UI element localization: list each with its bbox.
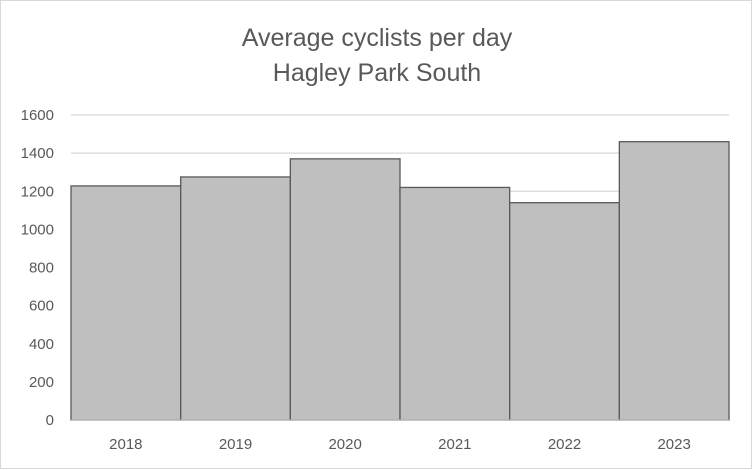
y-tick-label: 0 — [46, 412, 54, 429]
y-tick-label: 1200 — [21, 183, 54, 200]
x-tick-label: 2022 — [548, 436, 581, 453]
bar-2022 — [509, 202, 620, 421]
x-tick-label: 2019 — [219, 436, 252, 453]
bars — [70, 141, 730, 421]
y-tick-label: 1000 — [21, 221, 54, 238]
x-axis-ticks: 2018 2019 2020 2021 2022 2023 — [109, 436, 691, 453]
y-axis-ticks: 0 200 400 600 800 1000 1200 1400 1600 — [21, 107, 54, 429]
y-tick-label: 1400 — [21, 145, 54, 162]
x-tick-label: 2021 — [438, 436, 471, 453]
y-tick-label: 400 — [29, 336, 54, 353]
chart-title: Average cyclists per day — [242, 24, 513, 52]
chart-subtitle: Hagley Park South — [273, 59, 481, 87]
bar-2021 — [399, 186, 511, 421]
bar-2019 — [180, 176, 291, 421]
y-tick-label: 1600 — [21, 107, 54, 124]
x-tick-label: 2023 — [657, 436, 690, 453]
bar-2023 — [618, 141, 730, 421]
x-tick-label: 2020 — [328, 436, 361, 453]
bar-2020 — [289, 158, 401, 421]
y-tick-label: 200 — [29, 374, 54, 391]
y-tick-label: 800 — [29, 260, 54, 277]
x-tick-label: 2018 — [109, 436, 142, 453]
y-tick-label: 600 — [29, 298, 54, 315]
bar-2018 — [70, 185, 182, 421]
